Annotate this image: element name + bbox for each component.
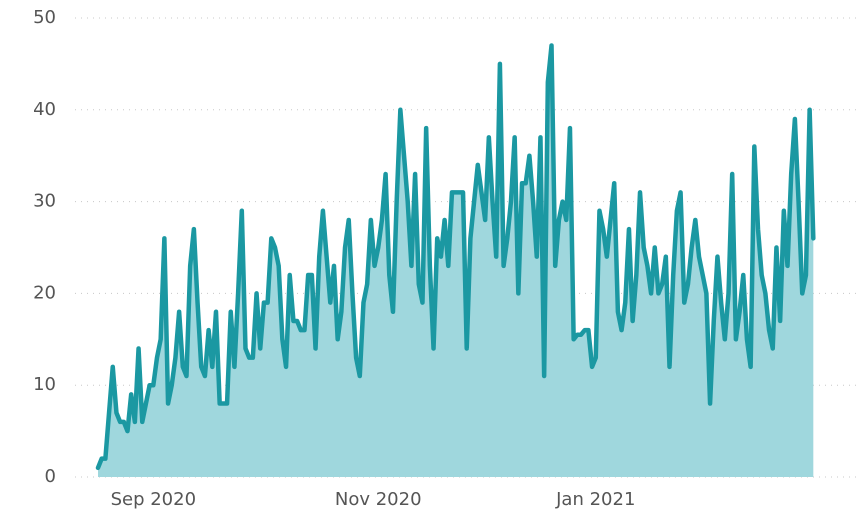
y-tick-label: 10 [33,374,56,395]
y-tick-label: 40 [33,99,56,120]
y-tick-label: 0 [45,466,56,487]
line [95,43,816,471]
area [98,45,814,477]
y-tick-label: 50 [33,7,56,28]
x-tick-label: Nov 2020 [335,489,422,510]
y-tick-label: 20 [33,282,56,303]
y-tick-label: 30 [33,191,56,212]
x-tick-label: Sep 2020 [111,489,196,510]
x-tick-label: Jan 2021 [555,489,635,510]
